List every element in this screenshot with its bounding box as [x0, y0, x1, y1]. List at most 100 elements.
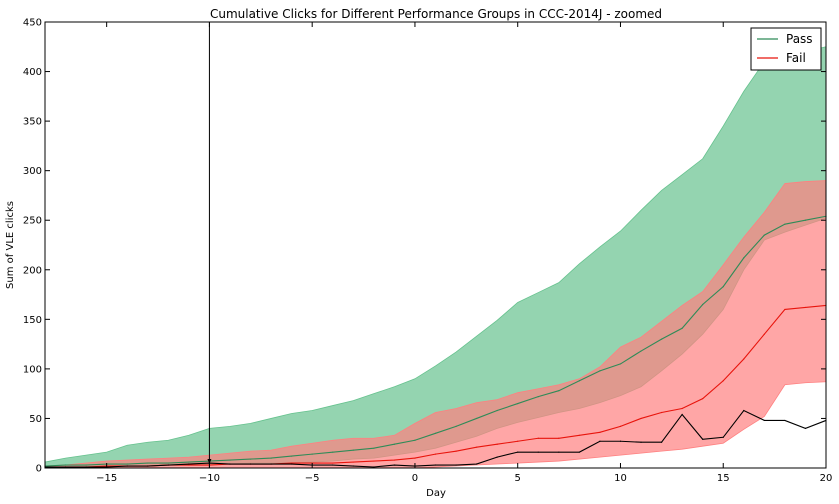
point-unlabeled: [455, 464, 457, 466]
point-pass: [743, 257, 745, 259]
y-tick-label: 100: [23, 364, 42, 375]
point-unlabeled: [702, 438, 704, 440]
y-tick-label: 350: [23, 117, 42, 128]
legend-fail-label: Fail: [786, 51, 806, 65]
point-fail: [743, 358, 745, 360]
point-unlabeled: [599, 440, 601, 442]
point-fail: [558, 437, 560, 439]
point-fail: [496, 443, 498, 445]
x-tick-label: 10: [614, 473, 627, 484]
y-tick-label: 250: [23, 216, 42, 227]
point-pass: [804, 219, 807, 221]
point-unlabeled: [291, 463, 293, 465]
point-unlabeled: [373, 466, 375, 468]
point-pass: [619, 363, 622, 365]
point-fail: [434, 453, 437, 455]
y-axis-label: Sum of VLE clicks: [5, 201, 16, 289]
point-unlabeled: [85, 466, 87, 468]
point-pass: [64, 464, 67, 466]
x-tick-label: −15: [96, 473, 117, 484]
point-unlabeled: [188, 463, 190, 465]
point-fail: [578, 434, 580, 436]
point-unlabeled: [229, 463, 231, 465]
point-fail: [763, 333, 765, 335]
point-pass: [311, 453, 313, 455]
point-pass: [558, 390, 560, 392]
point-pass: [167, 462, 169, 464]
point-unlabeled: [64, 466, 67, 468]
point-pass: [496, 409, 498, 412]
point-pass: [640, 350, 642, 352]
y-tick-label: 300: [23, 166, 42, 177]
point-pass: [722, 286, 724, 288]
point-unlabeled: [722, 436, 724, 438]
point-unlabeled: [393, 464, 395, 466]
point-unlabeled: [126, 465, 128, 467]
x-tick-label: 20: [820, 473, 833, 484]
point-fail: [188, 464, 190, 466]
point-unlabeled: [147, 465, 149, 467]
point-fail: [804, 306, 807, 309]
point-fail: [722, 380, 724, 382]
y-tick-label: 450: [23, 18, 42, 29]
point-unlabeled: [763, 419, 765, 422]
x-tick-label: −10: [199, 473, 220, 484]
point-unlabeled: [660, 441, 663, 443]
point-pass: [517, 402, 519, 405]
x-tick-label: 0: [412, 473, 418, 484]
point-fail: [455, 450, 457, 452]
x-tick-label: 15: [717, 473, 730, 484]
point-unlabeled: [743, 409, 745, 412]
point-pass: [229, 459, 231, 461]
point-pass: [270, 457, 272, 459]
x-tick-label: 5: [515, 473, 521, 484]
point-fail: [373, 460, 375, 462]
point-pass: [784, 223, 786, 225]
point-unlabeled: [332, 464, 334, 466]
point-fail: [702, 398, 704, 400]
point-fail: [352, 461, 354, 463]
point-fail: [537, 437, 539, 439]
point-pass: [332, 451, 334, 453]
point-fail: [619, 425, 622, 427]
point-unlabeled: [681, 413, 683, 416]
point-pass: [188, 461, 190, 463]
point-fail: [640, 417, 642, 420]
point-unlabeled: [784, 419, 786, 422]
point-fail: [517, 440, 519, 442]
plot-frame: [44, 21, 827, 469]
point-fail: [393, 459, 395, 461]
chart-title: Cumulative Clicks for Different Performa…: [210, 7, 662, 21]
point-pass: [660, 338, 663, 340]
point-unlabeled: [496, 456, 498, 458]
point-pass: [763, 234, 765, 236]
point-fail: [332, 462, 334, 464]
y-tick-label: 50: [29, 414, 42, 425]
point-unlabeled: [517, 451, 519, 453]
point-pass: [578, 380, 580, 382]
point-pass: [434, 432, 437, 434]
point-pass: [85, 464, 87, 466]
point-pass: [373, 447, 375, 449]
point-fail: [660, 411, 663, 414]
point-pass: [147, 462, 149, 464]
point-pass: [414, 439, 416, 441]
point-unlabeled: [270, 463, 272, 465]
point-pass: [249, 458, 252, 460]
point-unlabeled: [804, 427, 807, 429]
point-pass: [537, 396, 539, 398]
y-tick-label: 150: [23, 315, 42, 326]
axis-ticks: −15 −10 −5 0 5 10 15 20050100150200250300350400…: [23, 18, 832, 485]
point-unlabeled: [476, 463, 478, 465]
point-unlabeled: [167, 464, 169, 466]
x-tick-label: −5: [305, 473, 320, 484]
point-unlabeled: [558, 451, 560, 453]
point-pass: [681, 327, 683, 329]
x-axis-label: Day: [426, 488, 446, 499]
point-fail: [414, 457, 416, 459]
point-fail: [476, 446, 478, 448]
point-unlabeled: [352, 465, 354, 467]
point-pass: [476, 417, 478, 420]
reference-marker: [207, 459, 212, 465]
